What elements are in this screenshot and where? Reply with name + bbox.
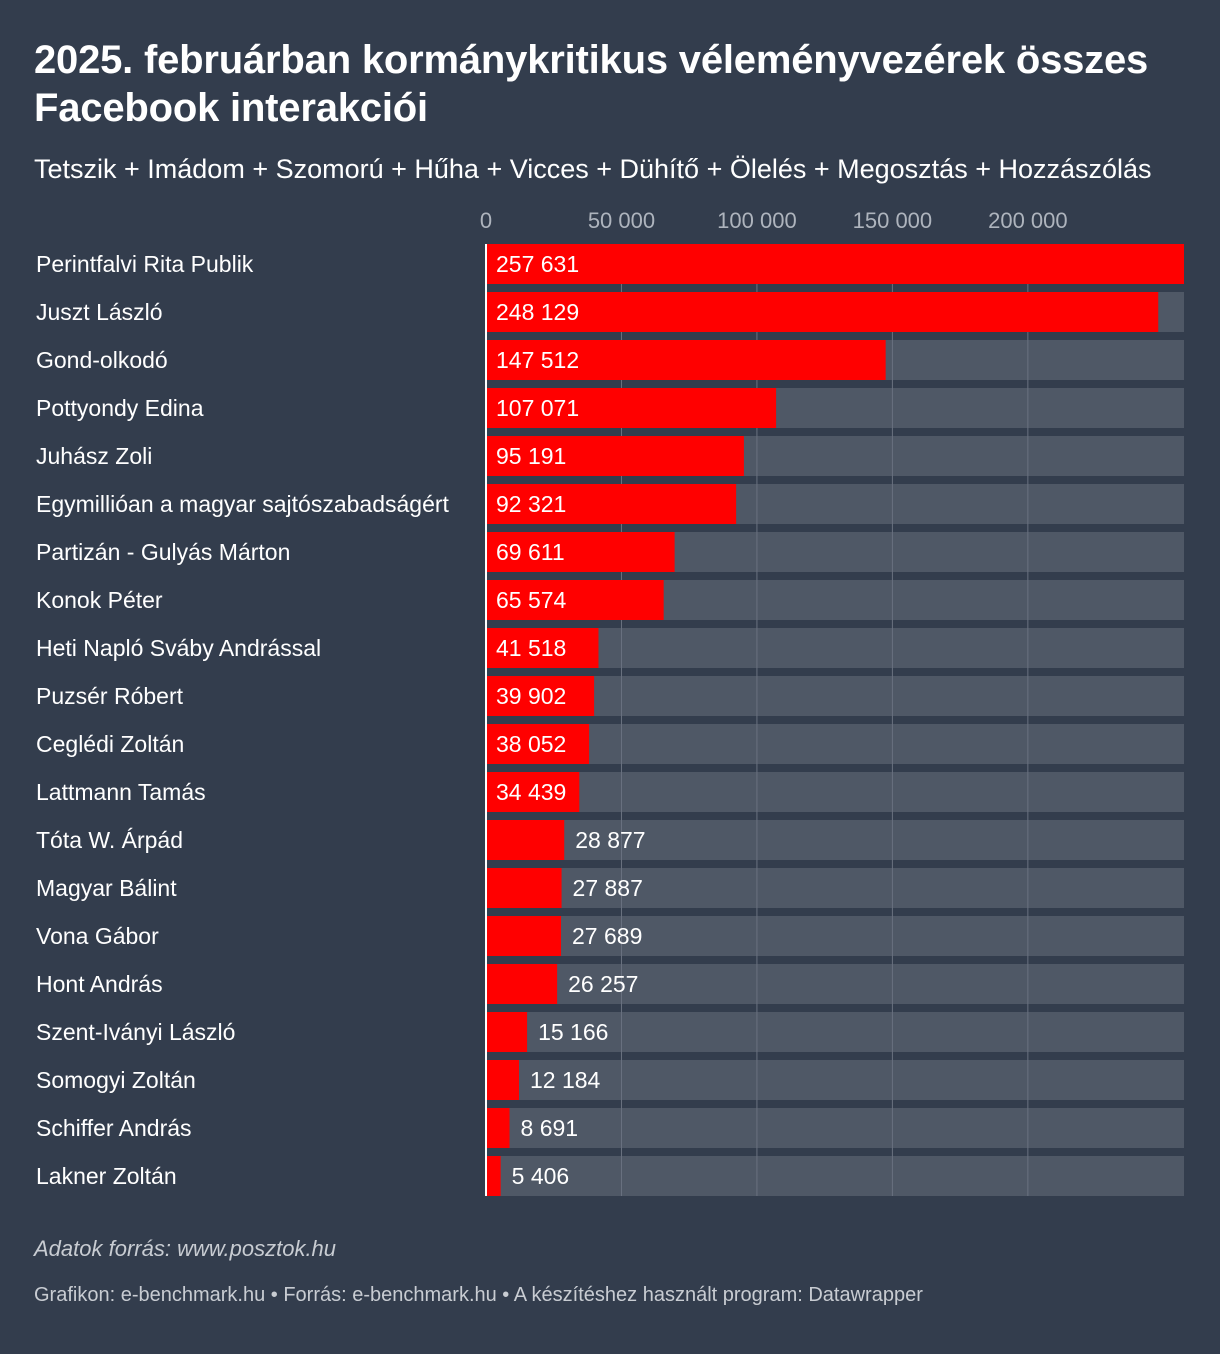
category-label: Juszt László — [36, 299, 163, 325]
bar — [486, 244, 1184, 284]
value-label: 92 321 — [496, 491, 566, 517]
bar-track — [486, 772, 1184, 812]
category-label: Somogyi Zoltán — [36, 1067, 196, 1093]
credits-footer: Grafikon: e-benchmark.hu • Forrás: e-ben… — [34, 1284, 923, 1306]
category-label: Heti Napló Sváby Andrással — [36, 635, 321, 661]
bar-track — [486, 628, 1184, 668]
category-label: Magyar Bálint — [36, 875, 177, 901]
bar-chart: 0 50 000 100 000 150 000 200 000 Perintfalvi… — [36, 208, 1184, 1196]
bar — [486, 820, 565, 860]
category-label: Tóta W. Árpád — [36, 827, 183, 853]
chart-subtitle: Tetszik + Imádom + Szomorú + Hűha + Vicc… — [34, 154, 1152, 184]
bar-track — [486, 1156, 1184, 1196]
category-label: Gond-olkodó — [36, 347, 168, 373]
value-label: 34 439 — [496, 779, 566, 805]
value-label: 39 902 — [496, 683, 566, 709]
category-label: Hont András — [36, 971, 163, 997]
bar-track — [486, 724, 1184, 764]
bar — [486, 868, 562, 908]
bar-track — [486, 1012, 1184, 1052]
bar — [486, 1108, 510, 1148]
bar — [486, 340, 886, 380]
bar-track — [486, 964, 1184, 1004]
chart-title: 2025. februárban kormánykritikus vélemén… — [34, 38, 1149, 130]
x-tick-label: 50 000 — [588, 208, 655, 233]
bar — [486, 1012, 528, 1052]
value-label: 28 877 — [575, 827, 645, 853]
bar — [486, 628, 599, 668]
value-label: 12 184 — [530, 1067, 601, 1093]
bar — [486, 964, 558, 1004]
category-label: Konok Péter — [36, 587, 163, 613]
bar — [486, 724, 590, 764]
value-label: 95 191 — [496, 443, 566, 469]
x-tick-label: 100 000 — [717, 208, 797, 233]
bar — [486, 532, 675, 572]
bar — [486, 292, 1159, 332]
x-tick-label: 150 000 — [853, 208, 933, 233]
category-label: Pottyondy Edina — [36, 395, 204, 421]
bar — [486, 1060, 520, 1100]
value-label: 65 574 — [496, 587, 567, 613]
category-label: Lattmann Tamás — [36, 779, 206, 805]
bar-track — [486, 676, 1184, 716]
value-label: 248 129 — [496, 299, 579, 325]
bar-track — [486, 820, 1184, 860]
x-tick-label: 0 — [480, 208, 492, 233]
value-label: 257 631 — [496, 251, 579, 277]
category-label: Lakner Zoltán — [36, 1163, 177, 1189]
value-label: 147 512 — [496, 347, 579, 373]
value-label: 69 611 — [496, 539, 565, 565]
bar-track — [486, 916, 1184, 956]
bar — [486, 676, 595, 716]
category-label: Egymillióan a magyar sajtószabadságért — [36, 491, 450, 517]
bar — [486, 484, 737, 524]
category-label: Puzsér Róbert — [36, 683, 184, 709]
bar — [486, 916, 562, 956]
value-label: 27 887 — [573, 875, 643, 901]
category-label: Vona Gábor — [36, 923, 159, 949]
value-label: 5 406 — [512, 1163, 570, 1189]
data-source-note: Adatok forrás: www.posztok.hu — [34, 1236, 337, 1261]
value-label: 27 689 — [572, 923, 642, 949]
category-label: Juhász Zoli — [36, 443, 152, 469]
x-tick-label: 200 000 — [988, 208, 1068, 233]
bar — [486, 580, 664, 620]
value-label: 15 166 — [538, 1019, 608, 1045]
category-label: Perintfalvi Rita Publik — [36, 251, 254, 277]
value-label: 38 052 — [496, 731, 566, 757]
value-label: 107 071 — [496, 395, 579, 421]
value-label: 26 257 — [568, 971, 638, 997]
bar — [486, 388, 777, 428]
category-label: Ceglédi Zoltán — [36, 731, 184, 757]
value-label: 8 691 — [521, 1115, 579, 1141]
bar — [486, 436, 744, 476]
bar — [486, 772, 580, 812]
bar-track — [486, 868, 1184, 908]
bar — [486, 1156, 501, 1196]
category-label: Schiffer András — [36, 1115, 192, 1141]
value-label: 41 518 — [496, 635, 566, 661]
bar-track — [486, 1108, 1184, 1148]
category-label: Partizán - Gulyás Márton — [36, 539, 290, 565]
bar-track — [486, 1060, 1184, 1100]
category-label: Szent-Iványi László — [36, 1019, 235, 1045]
